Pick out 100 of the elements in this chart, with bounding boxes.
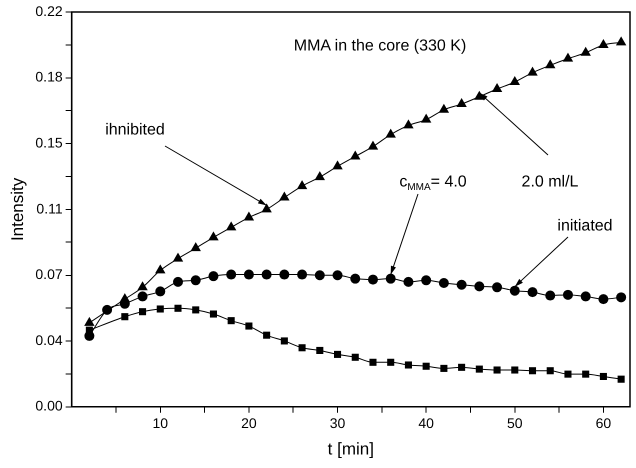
point bbox=[616, 36, 626, 46]
x-axis-title: t [min] bbox=[328, 439, 374, 458]
point bbox=[334, 350, 342, 358]
point bbox=[138, 291, 148, 302]
point bbox=[528, 287, 538, 298]
point bbox=[368, 140, 378, 150]
point bbox=[208, 231, 219, 240]
point bbox=[528, 367, 536, 374]
x-tick-label: 10 bbox=[152, 415, 168, 432]
point bbox=[386, 128, 396, 138]
point bbox=[438, 104, 450, 113]
point bbox=[174, 304, 182, 312]
point bbox=[155, 264, 166, 274]
point bbox=[404, 361, 412, 369]
point bbox=[456, 280, 467, 290]
x-tick-label: 40 bbox=[418, 415, 434, 432]
point bbox=[422, 362, 430, 370]
point bbox=[84, 330, 94, 341]
point bbox=[474, 281, 484, 292]
point bbox=[332, 160, 343, 170]
y-tick-label: 0.00 bbox=[35, 398, 63, 414]
point bbox=[84, 316, 95, 326]
point bbox=[545, 59, 556, 68]
point bbox=[120, 293, 130, 302]
point bbox=[244, 211, 254, 220]
point bbox=[580, 46, 591, 56]
point bbox=[403, 119, 414, 128]
point bbox=[492, 282, 502, 292]
point bbox=[261, 203, 272, 212]
point bbox=[580, 291, 591, 302]
point bbox=[314, 270, 325, 280]
point bbox=[546, 367, 554, 374]
text: MMA in the core (330 K) bbox=[294, 37, 466, 54]
point bbox=[562, 290, 573, 300]
point bbox=[562, 52, 574, 62]
point bbox=[387, 358, 394, 366]
point bbox=[545, 290, 556, 301]
point bbox=[228, 317, 235, 324]
point bbox=[421, 275, 432, 286]
point bbox=[598, 294, 608, 304]
point bbox=[156, 305, 164, 313]
y-axis-title: Intensity bbox=[8, 177, 27, 242]
point bbox=[600, 372, 607, 380]
point bbox=[511, 366, 518, 374]
y-tick-label: 0.18 bbox=[35, 68, 63, 85]
y-tick-label: 0.07 bbox=[35, 266, 63, 282]
point bbox=[598, 39, 609, 48]
point bbox=[155, 286, 166, 296]
point bbox=[226, 221, 236, 230]
point bbox=[280, 337, 288, 344]
point bbox=[438, 278, 449, 288]
point bbox=[420, 114, 432, 123]
point bbox=[386, 274, 396, 284]
point bbox=[173, 276, 183, 287]
y-tick-label: 0.04 bbox=[35, 332, 63, 348]
annotation: ihnibited bbox=[105, 121, 165, 138]
point bbox=[210, 310, 217, 318]
point bbox=[492, 82, 502, 92]
point bbox=[172, 252, 184, 262]
annotation: initiated bbox=[557, 217, 613, 234]
point bbox=[316, 346, 324, 354]
annotation: 2.0 ml/L bbox=[522, 173, 579, 190]
y-tick-label: 0.15 bbox=[35, 134, 63, 150]
point bbox=[618, 376, 625, 383]
point bbox=[456, 98, 467, 108]
point bbox=[458, 364, 466, 371]
point bbox=[245, 322, 252, 330]
point bbox=[192, 306, 200, 314]
point bbox=[564, 370, 572, 378]
point bbox=[208, 271, 218, 282]
x-tick-label: 60 bbox=[596, 415, 612, 432]
point bbox=[332, 270, 343, 280]
point bbox=[279, 270, 290, 280]
point bbox=[350, 150, 360, 160]
point bbox=[262, 270, 272, 280]
y-tick-label: 0.22 bbox=[35, 2, 63, 19]
point bbox=[510, 76, 520, 85]
point bbox=[510, 286, 520, 296]
point bbox=[616, 292, 626, 302]
y-tick-label: 0.11 bbox=[36, 200, 63, 216]
point bbox=[369, 358, 377, 366]
point bbox=[244, 270, 254, 280]
x-tick-label: 30 bbox=[330, 415, 346, 432]
point bbox=[476, 366, 483, 373]
point bbox=[190, 275, 201, 286]
point bbox=[403, 276, 414, 287]
point bbox=[368, 274, 378, 285]
point bbox=[527, 66, 538, 76]
point bbox=[350, 274, 360, 284]
point bbox=[296, 180, 308, 190]
point bbox=[226, 270, 236, 280]
point bbox=[314, 171, 325, 180]
point bbox=[494, 366, 501, 374]
point bbox=[582, 370, 590, 378]
point bbox=[279, 192, 290, 201]
point bbox=[440, 364, 448, 372]
point bbox=[137, 281, 148, 290]
x-tick-label: 20 bbox=[241, 415, 257, 432]
point bbox=[263, 332, 270, 339]
point bbox=[298, 344, 306, 352]
